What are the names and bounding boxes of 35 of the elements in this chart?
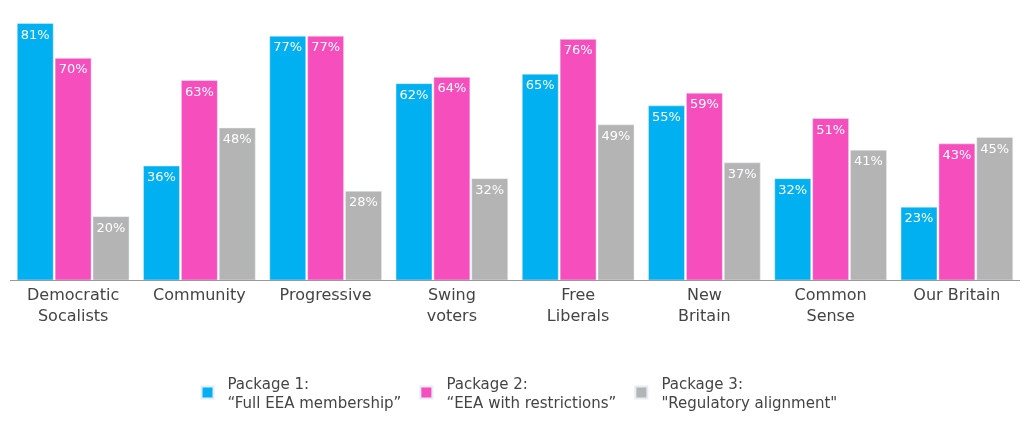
- data-label: 48%: [222, 131, 252, 146]
- legend-label: Package 3: "Regulatory alignment": [661, 374, 838, 412]
- x-tick-label: Swing voters: [426, 285, 478, 325]
- data-label: 64%: [437, 80, 467, 96]
- x-tick-label: Community: [153, 285, 246, 305]
- data-label: 49%: [601, 127, 631, 143]
- data-label: 20%: [96, 219, 126, 235]
- legend-label: Package 2: “EEA with restrictions”: [446, 374, 617, 412]
- data-label: 32%: [475, 181, 505, 197]
- data-label: 77%: [311, 39, 341, 55]
- data-label: 63%: [184, 83, 214, 99]
- data-label: 81%: [20, 26, 50, 42]
- data-label: 55%: [652, 108, 681, 124]
- x-tick-label: Democratic Socalists: [27, 285, 120, 325]
- data-label: 51%: [816, 121, 846, 137]
- x-tick-label: Common Sense: [794, 285, 867, 325]
- data-label: 23%: [904, 210, 934, 226]
- data-label: 76%: [563, 42, 593, 58]
- legend-label: Package 1: “Full EEA membership”: [227, 374, 402, 412]
- data-label: 65%: [525, 77, 555, 93]
- data-label: 37%: [727, 165, 757, 181]
- data-label: 36%: [147, 169, 176, 184]
- data-label: 45%: [980, 140, 1010, 156]
- data-label: 62%: [399, 86, 429, 102]
- data-label: 43%: [942, 146, 972, 162]
- data-label: 59%: [689, 96, 719, 112]
- data-label: 70%: [58, 61, 88, 77]
- x-tick-label: Progressive: [279, 285, 372, 305]
- data-label: 41%: [854, 153, 883, 169]
- data-label: 32%: [778, 181, 808, 197]
- x-tick-label: Free Liberals: [546, 285, 610, 325]
- x-tick-label: Our Britain: [913, 285, 1001, 305]
- x-tick-label: New Britain: [678, 285, 731, 325]
- data-label: 77%: [273, 39, 303, 55]
- data-label: 28%: [349, 194, 378, 210]
